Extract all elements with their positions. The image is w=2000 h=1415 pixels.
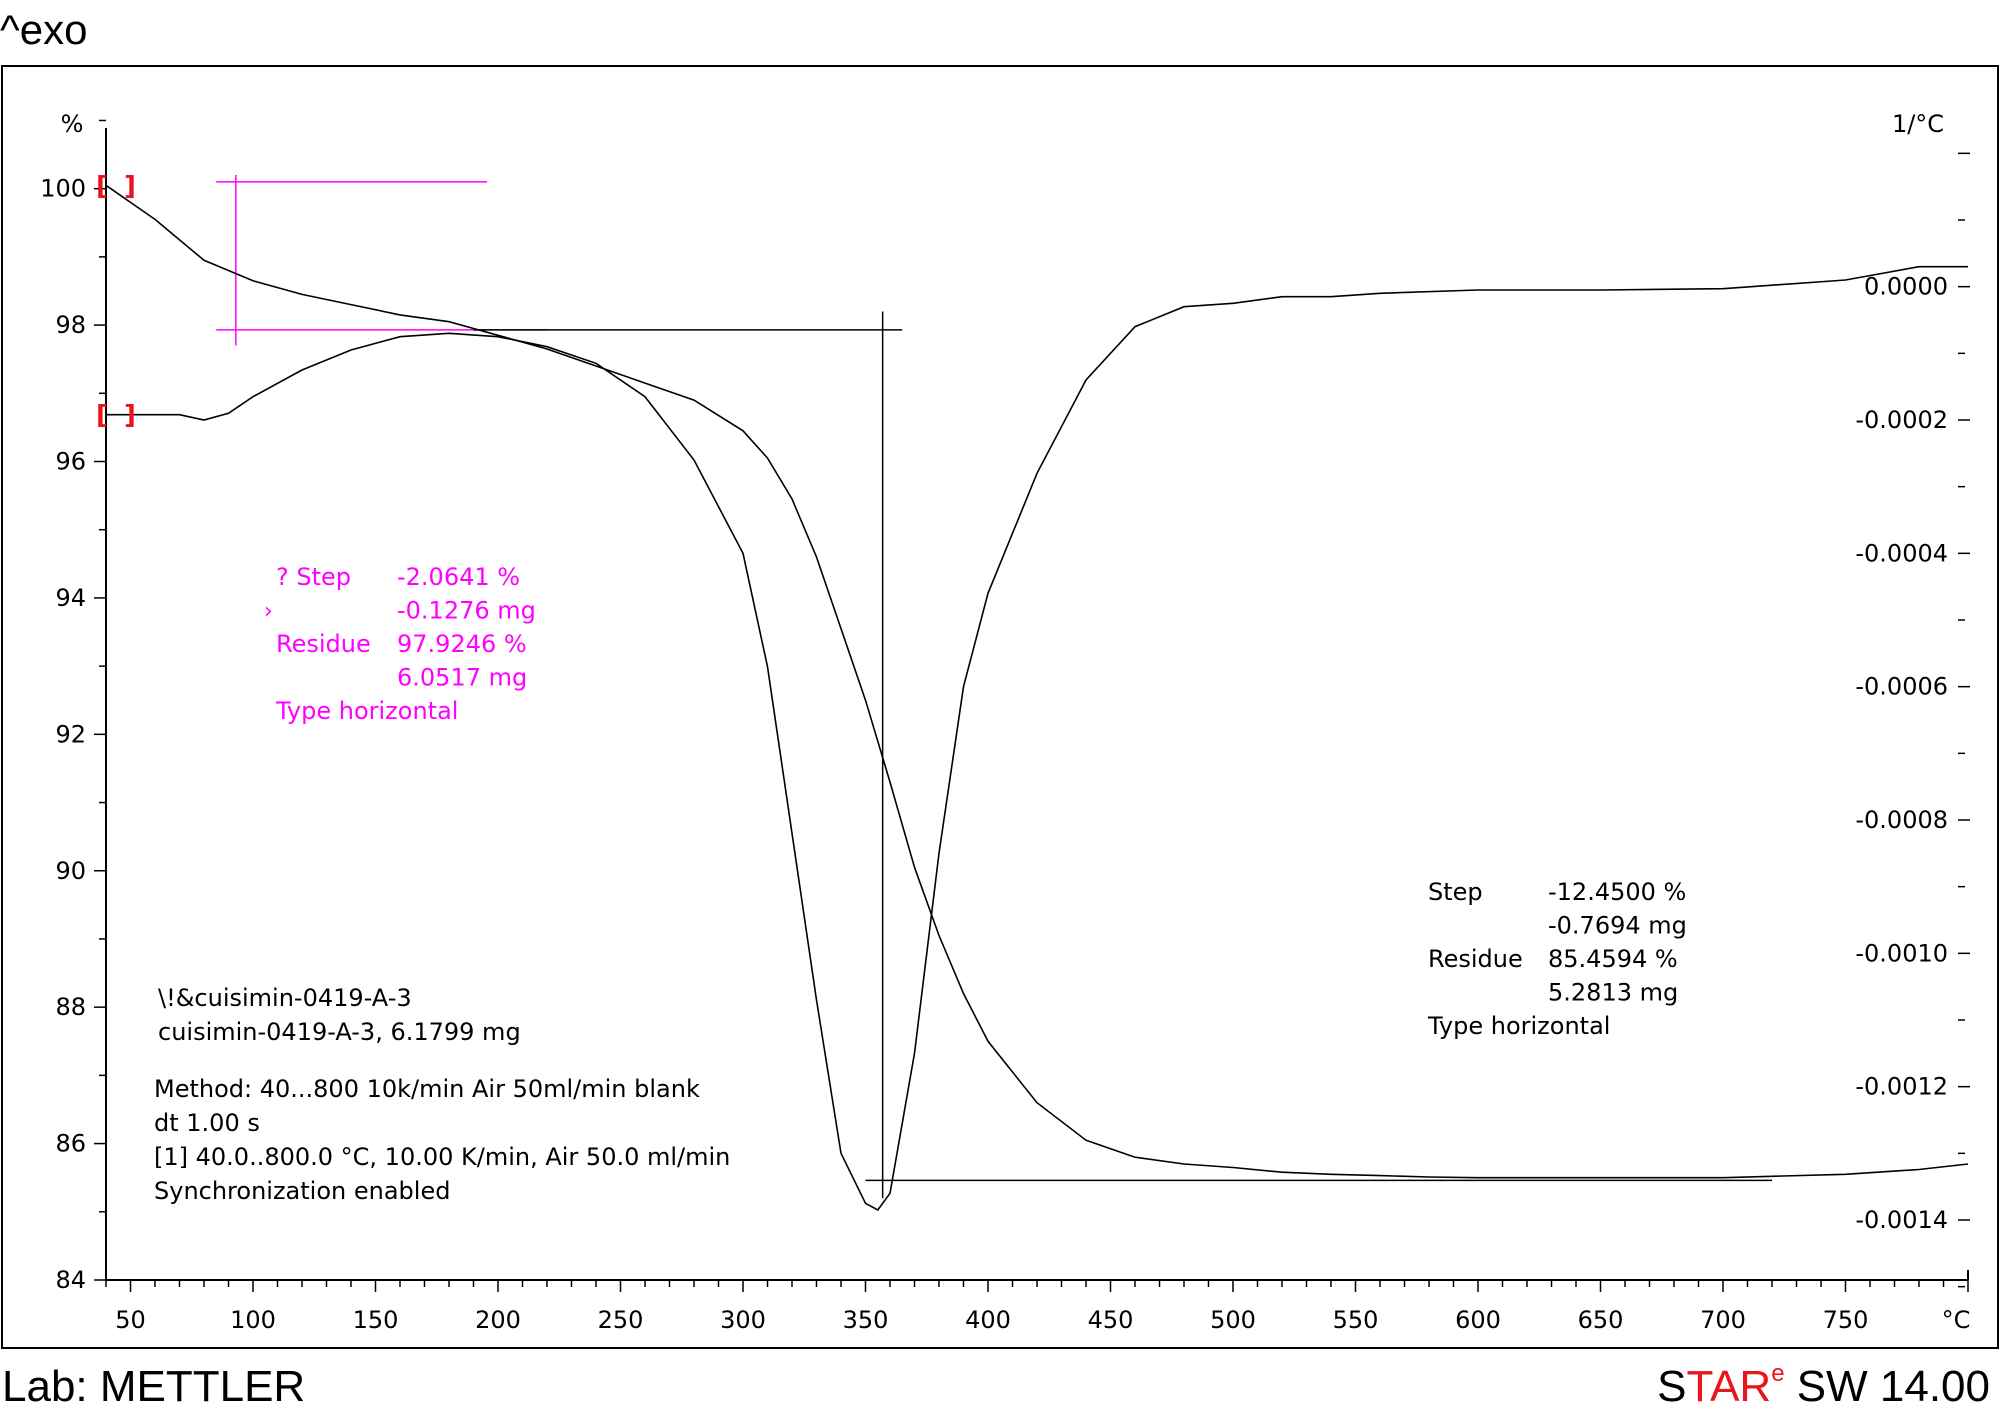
brand-rest: SW 14.00 <box>1784 1362 1990 1411</box>
y-left-tick-label: 98 <box>55 311 86 339</box>
step2-value-2: 85.4594 % <box>1548 945 1678 973</box>
tick-marks <box>94 119 1970 1292</box>
sample-info-line-3: Method: 40...800 10k/min Air 50ml/min bl… <box>154 1075 700 1103</box>
brand-tar: TAR <box>1686 1362 1772 1411</box>
x-tick-label: 700 <box>1700 1306 1746 1334</box>
y-right-tick-label: 0.0000 <box>1864 273 1948 301</box>
y-left-tick-label: 86 <box>55 1130 86 1158</box>
lab-label: Lab: METTLER <box>2 1362 306 1411</box>
step2-value-0: -12.4500 % <box>1548 878 1686 906</box>
software-brand: STARe SW 14.00 <box>1657 1360 1990 1412</box>
x-tick-label: 500 <box>1210 1306 1256 1334</box>
step2-value-3: 5.2813 mg <box>1548 979 1678 1007</box>
x-tick-label: 600 <box>1455 1306 1501 1334</box>
brand-s: S <box>1657 1362 1687 1411</box>
x-tick-label: 50 <box>115 1306 146 1334</box>
step2-value-1: -0.7694 mg <box>1548 912 1687 940</box>
y-left-tick-label: 92 <box>55 720 86 748</box>
step1-label-4: Type horizontal <box>275 697 458 725</box>
y-left-tick-label: 94 <box>55 584 86 612</box>
tick-labels: 50 100 150 200 250 300 350 400 450 500 550 600 650 70… <box>40 175 1948 1334</box>
step1-label-2: Residue <box>276 630 371 658</box>
tga-curve <box>105 184 1969 1179</box>
tga-start-marker-close: ] <box>124 171 136 201</box>
x-tick-label: 350 <box>843 1306 889 1334</box>
x-tick-label: 200 <box>475 1306 521 1334</box>
sample-info-line-5: [1] 40.0..800.0 °C, 10.00 K/min, Air 50.… <box>154 1143 730 1171</box>
curves: [] [] <box>96 171 1969 1212</box>
x-tick-label: 300 <box>720 1306 766 1334</box>
sample-info-line-6: Synchronization enabled <box>154 1177 450 1205</box>
x-tick-label: 150 <box>353 1306 399 1334</box>
sample-info-line-4: dt 1.00 s <box>154 1109 260 1137</box>
x-tick-label: 400 <box>965 1306 1011 1334</box>
y-right-tick-label: -0.0006 <box>1855 673 1948 701</box>
step2-label-0: Step <box>1428 878 1483 906</box>
step1-marker: › <box>264 599 273 624</box>
brand-e: e <box>1771 1360 1785 1388</box>
y-right-tick-label: -0.0008 <box>1855 806 1948 834</box>
step1-value-1: -0.1276 mg <box>397 597 536 625</box>
right-axis-unit: 1/°C <box>1892 110 1944 138</box>
x-tick-label: 750 <box>1823 1306 1869 1334</box>
sample-info-line-2: cuisimin-0419-A-3, 6.1799 mg <box>158 1018 521 1046</box>
step2-label-2: Residue <box>1428 945 1523 973</box>
dtg-start-marker-close: ] <box>124 401 136 431</box>
y-left-tick-label: 84 <box>55 1266 86 1294</box>
tga-start-marker-open: [ <box>96 171 108 201</box>
axes: % 1/°C °C <box>61 110 1971 1334</box>
sample-info-line-1: \!&cuisimin-0419-A-3 <box>158 984 412 1012</box>
x-axis-unit: °C <box>1942 1306 1971 1334</box>
x-tick-label: 550 <box>1333 1306 1379 1334</box>
y-left-tick-label: 96 <box>55 448 86 476</box>
y-right-tick-label: -0.0002 <box>1855 406 1948 434</box>
y-right-tick-label: -0.0010 <box>1855 939 1948 967</box>
y-left-tick-label: 88 <box>55 993 86 1021</box>
sample-info: \!&cuisimin-0419-A-3 cuisimin-0419-A-3, 6… <box>154 984 730 1205</box>
step2-label-4: Type horizontal <box>1427 1012 1610 1040</box>
y-left-tick-label: 100 <box>40 175 86 203</box>
y-right-tick-label: -0.0014 <box>1855 1206 1948 1234</box>
step1-label-0: ? Step <box>276 563 351 591</box>
annotations: ? Step -2.0641 % -0.1276 mg Residue 97.9246 … <box>264 563 1687 1040</box>
dtg-start-marker-open: [ <box>96 401 108 431</box>
x-tick-label: 250 <box>598 1306 644 1334</box>
y-left-tick-label: 90 <box>55 857 86 885</box>
dtg-curve <box>106 265 1968 1212</box>
step1-value-0: -2.0641 % <box>397 563 520 591</box>
y-right-tick-label: -0.0012 <box>1855 1073 1948 1101</box>
y-right-tick-label: -0.0004 <box>1855 539 1948 567</box>
chart-frame <box>1 65 1999 1349</box>
x-tick-label: 450 <box>1088 1306 1134 1334</box>
step1-value-3: 6.0517 mg <box>397 664 527 692</box>
x-tick-label: 650 <box>1578 1306 1624 1334</box>
x-tick-label: 100 <box>230 1306 276 1334</box>
left-axis-unit: % <box>61 110 84 138</box>
step1-value-2: 97.9246 % <box>397 630 527 658</box>
exo-label: ^exo <box>0 6 88 53</box>
